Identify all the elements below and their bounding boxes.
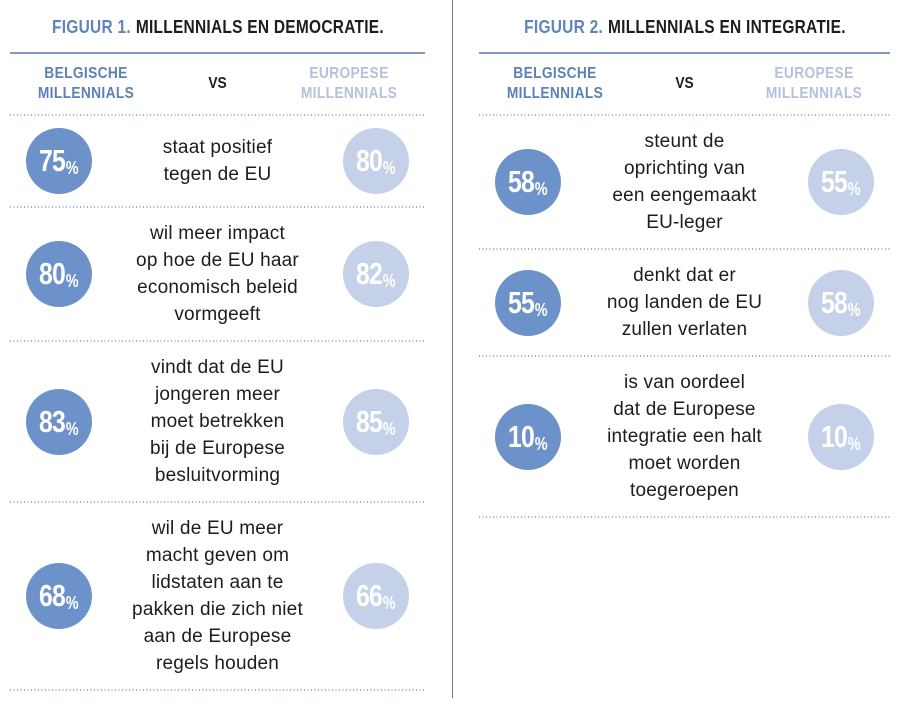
european-percentage-circle: 85% [343,388,409,455]
figure-1-column-headers: BELGISCHE MILLENNIALS VS EUROPESE MILLEN… [10,54,425,114]
belgian-percentage-circle: 55% [495,269,561,336]
percentage-value: 80 [356,143,383,178]
figure-2-title: FIGUUR 2. MILLENNIALS EN INTEGRATIE. [479,0,890,52]
percentage-value: 82 [356,256,383,291]
header-europese-millennials: EUROPESE MILLENNIALS [765,65,863,102]
statement-text: denkt dat er nog landen de EU zullen ver… [606,265,763,340]
dotted-divider [10,206,425,208]
dotted-divider [479,355,890,357]
european-percentage-circle: 66% [343,563,409,629]
percent-sign: % [65,418,79,439]
column-divider [452,0,453,698]
dotted-divider [10,501,425,503]
percentage-value: 55 [508,284,535,320]
percent-sign: % [65,158,79,178]
dotted-divider [10,340,425,342]
belgian-percentage-circle: 83% [26,388,92,455]
stat-row: 75% staat positief tegen de EU 80% [10,116,425,206]
percentage-value: 68 [39,578,66,613]
european-percentage-circle: 82% [343,241,409,307]
statement-text: is van oordeel dat de Europese integrati… [607,372,762,501]
statement-text: steunt de oprichting van een eengemaakt … [612,131,757,233]
stat-row: 83% vindt dat de EU jongeren meer moet b… [10,342,425,501]
european-percentage-circle: 58% [808,269,874,336]
vs-label: VS [675,75,694,92]
statement-text: staat positief tegen de EU [162,137,273,185]
percentage-value: 10 [821,418,848,454]
vs-label: VS [208,75,227,92]
statement-text: vindt dat de EU jongeren meer moet betre… [149,357,286,486]
percent-sign: % [65,593,79,613]
percent-sign: % [534,179,548,199]
percentage-value: 10 [508,418,535,454]
figure-1-title: FIGUUR 1. MILLENNIALS EN DEMOCRATIE. [10,0,425,52]
figure-2-column-headers: BELGISCHE MILLENNIALS VS EUROPESE MILLEN… [479,54,890,114]
stat-row: 55% denkt dat er nog landen de EU zullen… [479,250,890,355]
stat-row: 10% is van oordeel dat de Europese integ… [479,357,890,516]
percent-sign: % [65,271,79,291]
percent-sign: % [382,158,396,178]
european-percentage-circle: 10% [808,403,874,470]
percent-sign: % [534,299,548,320]
stat-row: 58% steunt de oprichting van een eengema… [479,116,890,248]
header-rule [10,52,425,54]
percentage-value: 75 [39,143,66,178]
percent-sign: % [847,433,861,454]
belgian-percentage-circle: 80% [26,241,92,307]
percent-sign: % [382,418,396,439]
dotted-divider [479,114,890,116]
dotted-divider [10,114,425,116]
percent-sign: % [382,593,396,613]
belgian-percentage-circle: 75% [26,128,92,194]
header-belgische-millennials: BELGISCHE MILLENNIALS [506,65,604,102]
header-belgische-millennials: BELGISCHE MILLENNIALS [37,65,135,102]
figure-2-title-text: MILLENNIALS EN INTEGRATIE. [607,17,846,37]
dotted-divider [479,516,890,518]
figure-1-title-text: MILLENNIALS EN DEMOCRATIE. [135,17,384,37]
figure-2-title-prefix: FIGUUR 2. [523,17,603,37]
belgian-percentage-circle: 58% [495,149,561,215]
percentage-value: 58 [508,164,535,199]
dotted-divider [479,248,890,250]
european-percentage-circle: 55% [808,149,874,215]
percentage-value: 66 [356,578,383,613]
stat-row: 68% wil de EU meer macht geven om lidsta… [10,503,425,689]
percentage-value: 55 [821,164,848,199]
percent-sign: % [534,433,548,454]
figure-1-column: FIGUUR 1. MILLENNIALS EN DEMOCRATIE. BELG… [10,0,425,691]
european-percentage-circle: 80% [343,128,409,194]
stat-row: 80% wil meer impact op hoe de EU haar ec… [10,208,425,340]
percentage-value: 83 [39,403,66,439]
percent-sign: % [847,299,861,320]
header-europese-millennials: EUROPESE MILLENNIALS [300,65,398,102]
statement-text: wil de EU meer macht geven om lidstaten … [132,518,303,674]
percentage-value: 85 [356,403,383,439]
belgian-percentage-circle: 68% [26,563,92,629]
dotted-divider [10,689,425,691]
percent-sign: % [382,271,396,291]
percentage-value: 80 [39,256,66,291]
figure-2-column: FIGUUR 2. MILLENNIALS EN INTEGRATIE. BELG… [453,0,900,708]
percentage-value: 58 [821,284,848,320]
statement-text: wil meer impact op hoe de EU haar econom… [136,223,299,325]
figure-1-title-prefix: FIGUUR 1. [51,17,131,37]
percent-sign: % [847,179,861,199]
belgian-percentage-circle: 10% [495,403,561,470]
header-rule [479,52,890,54]
